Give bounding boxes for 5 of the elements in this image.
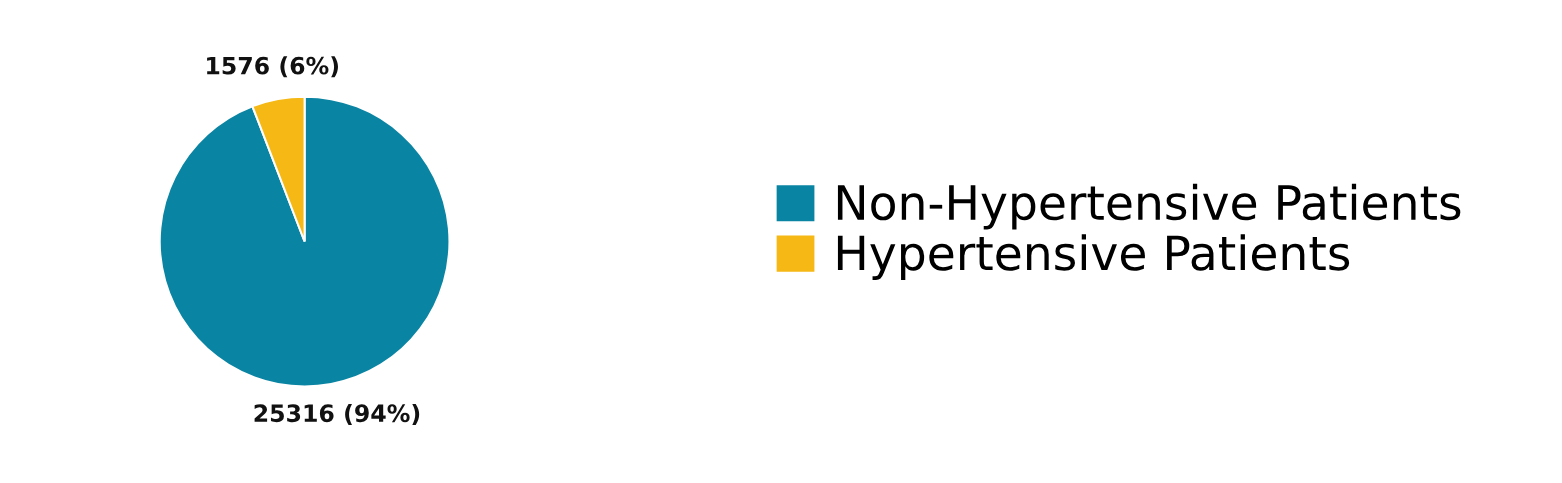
data-label: 1576 (6%) (207, 56, 338, 78)
legend-label: Hypertensive Patients (837, 234, 1350, 280)
data-label: 25316 (94%) (254, 403, 420, 425)
pie-slice (158, 95, 451, 388)
legend-label: Non-Hypertensive Patients (837, 183, 1461, 230)
